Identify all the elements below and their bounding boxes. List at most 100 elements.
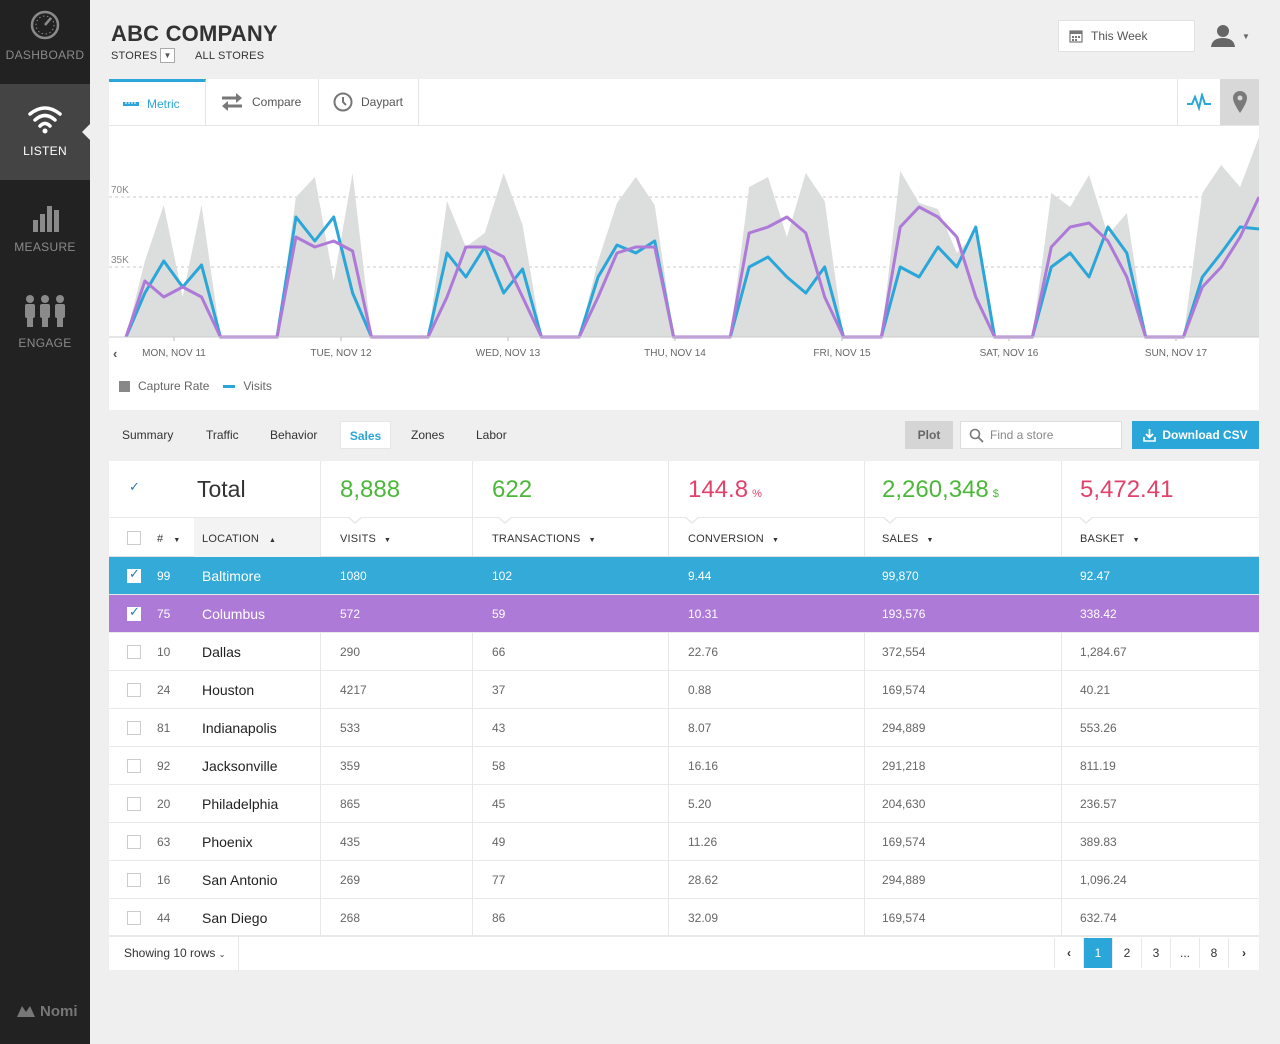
row-location[interactable]: Indianapolis — [202, 720, 277, 736]
row-checkbox[interactable] — [127, 645, 141, 659]
row-checkbox[interactable] — [127, 566, 141, 583]
row-basket: 553.26 — [1080, 721, 1117, 735]
row-conversion: 16.16 — [688, 759, 719, 773]
tab-compare[interactable]: Compare — [206, 79, 319, 125]
date-range-picker[interactable]: This Week — [1058, 20, 1195, 52]
row-visits: 268 — [340, 911, 361, 925]
line-chart-view-button[interactable] — [1177, 79, 1220, 125]
row-checkbox[interactable] — [127, 721, 141, 735]
page-button-2[interactable]: 2 — [1112, 938, 1141, 968]
table-row[interactable]: 75 Columbus 572 59 10.31 193,576 338.42 — [109, 595, 1259, 633]
next-page-button[interactable]: › — [1228, 938, 1259, 968]
chart-tabs: Metric Compare Daypart — [109, 79, 1259, 126]
nav-measure[interactable]: MEASURE — [0, 180, 90, 276]
column-header-transactions[interactable]: TRANSACTIONS ▼ — [492, 518, 596, 557]
column-header-visits[interactable]: VISITS ▼ — [340, 518, 391, 557]
chevron-left-icon: ‹ — [1067, 946, 1071, 960]
subtab-traffic[interactable]: Traffic — [206, 428, 239, 442]
sidebar: DASHBOARD LISTEN MEASURE ENGAGE Nomi — [0, 0, 90, 1044]
subtab-summary[interactable]: Summary — [122, 428, 174, 442]
page-button-8[interactable]: 8 — [1199, 938, 1228, 968]
total-sales-value: 2,260,348 — [882, 476, 989, 503]
chevron-left-icon[interactable]: ‹ — [113, 346, 117, 361]
column-header-basket[interactable]: BASKET ▼ — [1080, 518, 1140, 557]
table-header: # ▼ LOCATION ▲ VISITS ▼ TRANSACTIONS ▼ CONVE… — [109, 516, 1259, 557]
row-checkbox[interactable] — [127, 759, 141, 773]
user-menu[interactable]: ▼ — [1210, 22, 1258, 50]
rows-per-page-select[interactable]: Showing 10 rows ⌄ — [124, 936, 225, 971]
header-notch — [497, 516, 513, 524]
row-basket: 1,284.67 — [1080, 645, 1127, 659]
plot-button[interactable]: Plot — [905, 421, 953, 449]
table-row[interactable]: 20 Philadelphia 865 45 5.20 204,630 236.57 — [109, 785, 1259, 823]
row-location[interactable]: San Diego — [202, 910, 268, 926]
row-checkbox[interactable] — [127, 604, 141, 621]
table-row[interactable]: 16 San Antonio 269 77 28.62 294,889 1,096.24 — [109, 861, 1259, 899]
subtab-sales[interactable]: Sales — [340, 421, 391, 449]
stores-dropdown[interactable]: ▼ — [160, 48, 175, 63]
chevron-down-icon: ⌄ — [218, 950, 226, 959]
row-location[interactable]: Jacksonville — [202, 758, 278, 774]
select-all-checkbox[interactable] — [127, 479, 141, 496]
row-number: 92 — [157, 759, 171, 773]
row-sales: 204,630 — [882, 797, 926, 811]
subtab-behavior[interactable]: Behavior — [270, 428, 318, 442]
column-header-num[interactable]: # ▼ — [157, 518, 180, 557]
row-visits: 572 — [340, 607, 361, 621]
table-row[interactable]: 63 Phoenix 435 49 11.26 169,574 389.83 — [109, 823, 1259, 861]
subtab-labor[interactable]: Labor — [476, 428, 507, 442]
row-checkbox[interactable] — [127, 683, 141, 697]
nomi-logo-icon — [17, 1006, 35, 1017]
table-row[interactable]: 81 Indianapolis 533 43 8.07 294,889 553.26 — [109, 709, 1259, 747]
header-checkbox[interactable] — [127, 531, 141, 545]
legend-visits[interactable]: Visits — [243, 379, 272, 393]
page-button-3[interactable]: 3 — [1141, 938, 1170, 968]
chevron-down-icon: ▼ — [1242, 31, 1250, 41]
total-sales-unit: $ — [992, 488, 999, 500]
row-transactions: 77 — [492, 873, 506, 887]
row-checkbox[interactable] — [127, 835, 141, 849]
map-view-button[interactable] — [1220, 79, 1259, 125]
download-csv-button[interactable]: Download CSV — [1132, 421, 1259, 449]
row-location[interactable]: Dallas — [202, 644, 241, 660]
row-visits: 865 — [340, 797, 361, 811]
column-header-conversion[interactable]: CONVERSION ▼ — [688, 518, 779, 557]
row-checkbox[interactable] — [127, 911, 141, 925]
row-basket: 389.83 — [1080, 835, 1117, 849]
row-location[interactable]: Baltimore — [202, 568, 262, 584]
search-input[interactable] — [990, 428, 1120, 442]
row-number: 99 — [157, 569, 171, 583]
column-header-label: BASKET — [1080, 533, 1125, 545]
table-row[interactable]: 99 Baltimore 1080 102 9.44 99,870 92.47 — [109, 557, 1259, 595]
row-sales: 193,576 — [882, 607, 926, 621]
total-visits: 8,888 — [340, 476, 401, 503]
table-row[interactable]: 10 Dallas 290 66 22.76 372,554 1,284.67 — [109, 633, 1259, 671]
legend-capture-rate[interactable]: Capture Rate — [138, 379, 210, 393]
row-checkbox[interactable] — [127, 797, 141, 811]
nav-engage[interactable]: ENGAGE — [0, 276, 90, 372]
row-sales: 372,554 — [882, 645, 926, 659]
table-row[interactable]: 92 Jacksonville 359 58 16.16 291,218 811.19 — [109, 747, 1259, 785]
subtab-zones[interactable]: Zones — [411, 428, 445, 442]
row-conversion: 0.88 — [688, 683, 712, 697]
series-area-capture-rate — [126, 137, 1259, 337]
row-location[interactable]: Columbus — [202, 606, 266, 622]
row-sales: 99,870 — [882, 569, 919, 583]
tab-metric[interactable]: Metric — [109, 79, 206, 125]
prev-page-button[interactable]: ‹ — [1054, 938, 1083, 968]
nav-dashboard[interactable]: DASHBOARD — [0, 0, 90, 96]
column-header-location[interactable]: LOCATION ▲ — [202, 518, 276, 557]
page-button-1[interactable]: 1 — [1083, 938, 1112, 968]
table-row[interactable]: 24 Houston 4217 37 0.88 169,574 40.21 — [109, 671, 1259, 709]
row-location[interactable]: Philadelphia — [202, 796, 279, 812]
table-row[interactable]: 44 San Diego 268 86 32.09 169,574 632.74 — [109, 899, 1259, 937]
row-location[interactable]: Houston — [202, 682, 255, 698]
tab-daypart[interactable]: Daypart — [319, 79, 419, 125]
row-location[interactable]: San Antonio — [202, 872, 278, 888]
row-conversion: 5.20 — [688, 797, 712, 811]
column-header-sales[interactable]: SALES ▼ — [882, 518, 934, 557]
total-conversion: 144.8% — [688, 476, 762, 504]
row-checkbox[interactable] — [127, 873, 141, 887]
row-location[interactable]: Phoenix — [202, 834, 253, 850]
nav-listen[interactable]: LISTEN — [0, 84, 90, 180]
